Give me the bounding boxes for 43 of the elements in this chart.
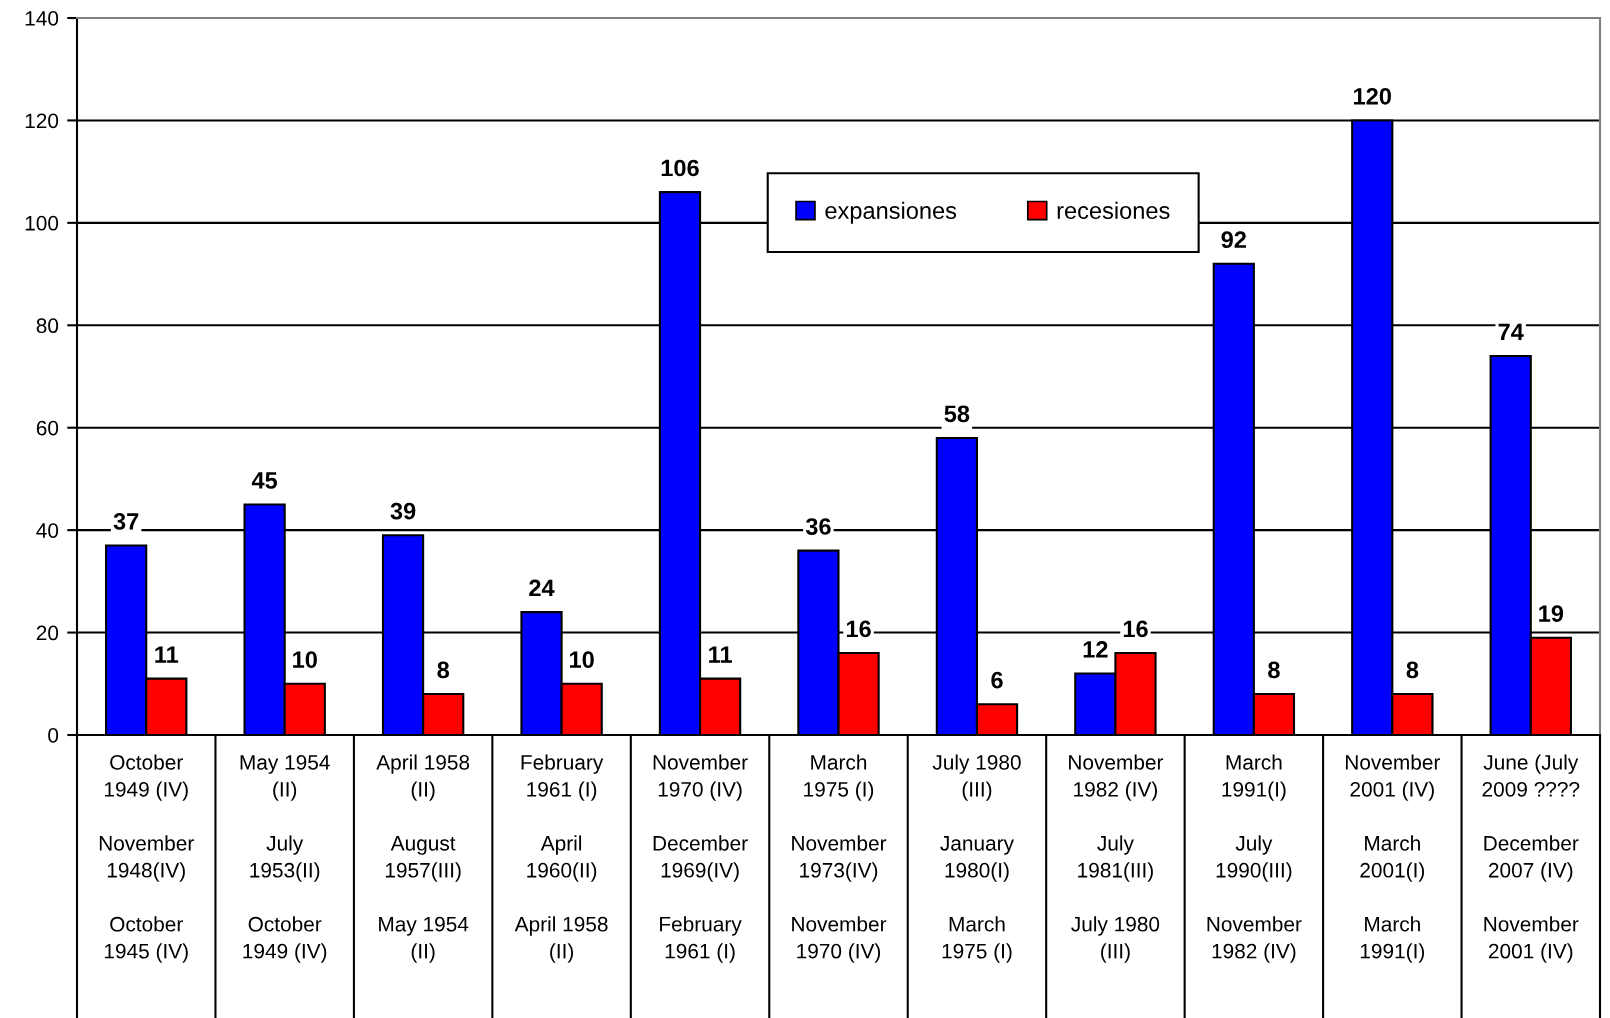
data-label: 36 [805, 518, 831, 535]
data-label: 11 [709, 646, 732, 663]
data-label: 19 [1539, 605, 1564, 622]
data-label: 10 [293, 651, 317, 669]
y-tick-label: 140 [25, 11, 59, 26]
category-label: June (July 2009 ???? December 2007 (IV) November 2001 (IV) [1482, 754, 1580, 963]
category-label: March 1975 (I) November 1973(IV) November 1970 (IV) [792, 754, 887, 963]
category-label: February 1961 (I) April 1960(II) April 1958 (II) [514, 754, 608, 963]
data-label: 10 [570, 651, 594, 669]
y-tick-label: 0 [48, 728, 59, 743]
data-label: 39 [390, 502, 416, 520]
data-label: 11 [155, 646, 179, 663]
data-label: 24 [529, 579, 555, 597]
data-label: 74 [1498, 323, 1524, 340]
category-label: July 1980 (III) January 1980(I) March 1975 (I) [932, 754, 1021, 963]
category-label: May 1954 (II) July 1953(II) October 1949 (IV) [240, 754, 330, 963]
y-tick-label: 40 [36, 523, 59, 538]
y-tick-label: 120 [25, 113, 59, 129]
y-tick-label: 100 [25, 215, 59, 231]
y-tick-label: 60 [36, 420, 59, 436]
data-label: 12 [1083, 641, 1108, 658]
data-label: 37 [113, 513, 139, 530]
data-label: 92 [1221, 231, 1246, 249]
category-label: October 1949 (IV) November 1948(IV) October 1945 (IV) [99, 754, 194, 963]
category-label: November 1970 (IV) December 1969(IV) February 1961 (I) [653, 754, 748, 963]
data-label: 45 [251, 472, 278, 489]
y-tick-label: 20 [36, 625, 59, 641]
data-label: 6 [991, 671, 1003, 689]
category-label: April 1958 (II) August 1957(III) May 1954 (II) [376, 754, 470, 963]
category-label: November 1982 (IV) July 1981(III) July 1980 (III) [1069, 754, 1164, 963]
legend-label: recesiones [1057, 201, 1170, 220]
data-label: 58 [944, 405, 970, 423]
category-label: March 1991(I) July 1990(III) November 1982 (IV) [1207, 754, 1302, 963]
data-label: 8 [437, 661, 450, 679]
data-label: 120 [1354, 87, 1391, 105]
data-label: 8 [1268, 661, 1280, 679]
data-label: 16 [846, 620, 871, 638]
y-tick-label: 80 [36, 318, 59, 334]
category-label: November 2001 (IV) March 2001(I) March 1991(I) [1345, 754, 1441, 963]
data-label: 106 [661, 159, 699, 177]
data-label: 16 [1123, 620, 1148, 638]
legend-label: expansiones [825, 201, 957, 224]
data-label: 8 [1406, 661, 1419, 679]
